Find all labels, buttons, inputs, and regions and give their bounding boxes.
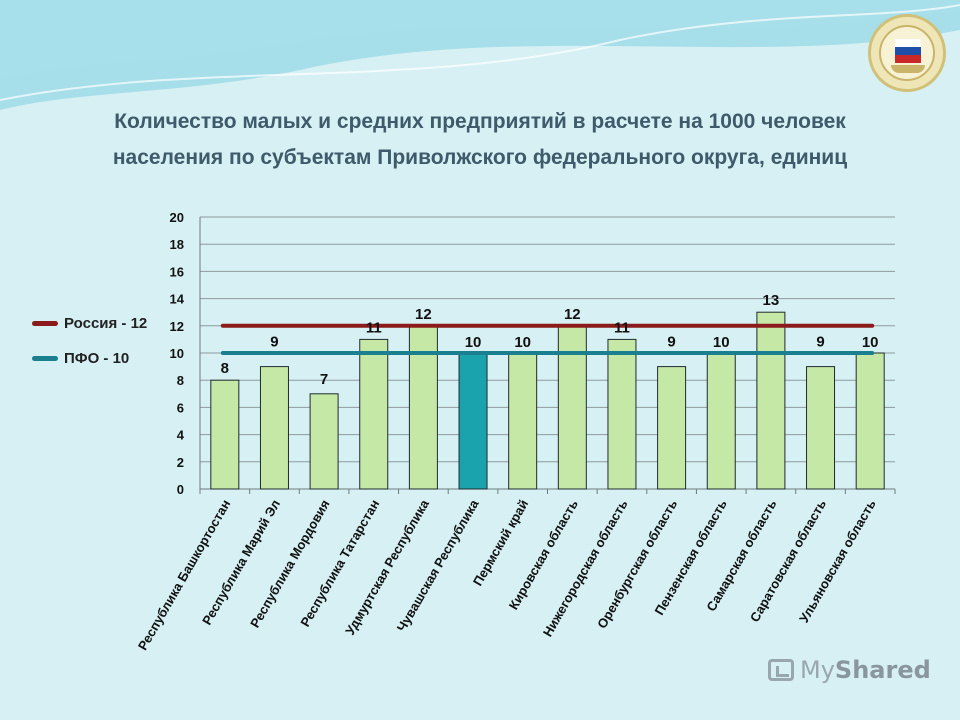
bar — [458, 352, 488, 490]
legend-russia-swatch — [32, 321, 58, 326]
y-tick-label: 12 — [170, 319, 184, 334]
presentation-icon — [768, 659, 794, 681]
y-tick-label: 2 — [177, 455, 184, 470]
y-tick-label: 4 — [177, 428, 185, 443]
x-category-label: Республика Башкортостан — [135, 497, 234, 653]
data-label: 10 — [514, 334, 531, 351]
bar — [756, 311, 786, 490]
bar — [408, 325, 438, 490]
data-label: 11 — [366, 319, 382, 336]
data-label: 13 — [763, 292, 780, 309]
bar — [210, 379, 240, 490]
bar — [259, 366, 289, 490]
y-tick-label: 14 — [170, 292, 185, 307]
watermark-text: MyShared — [800, 656, 931, 684]
y-tick-label: 0 — [177, 482, 184, 497]
watermark-brand-b: Shared — [834, 656, 931, 684]
bar — [657, 366, 687, 490]
bar — [557, 325, 587, 490]
bar — [607, 338, 637, 490]
data-label: 11 — [614, 319, 630, 336]
data-label: 9 — [270, 334, 278, 351]
bar — [806, 366, 836, 490]
bar — [508, 352, 538, 490]
y-tick-label: 16 — [170, 264, 184, 279]
data-label: 10 — [713, 334, 730, 351]
chart-title-line1: Количество малых и средних предприятий в… — [114, 110, 846, 133]
legend-pfo: ПФО - 10 — [32, 350, 129, 367]
data-label: 8 — [221, 360, 229, 377]
emblem-flag-icon — [879, 25, 935, 81]
data-label: 12 — [564, 306, 581, 323]
university-emblem — [868, 14, 946, 92]
legend-pfo-swatch — [32, 356, 58, 361]
bar — [706, 352, 736, 490]
x-category-label: Нижегородская область — [540, 497, 631, 639]
bar — [359, 338, 389, 490]
legend-russia-label: Россия - 12 — [64, 315, 148, 332]
data-label: 9 — [667, 334, 675, 351]
watermark-brand-a: My — [800, 656, 835, 684]
watermark: MyShared — [768, 656, 931, 684]
x-category-label: Удмуртская Республика — [342, 496, 432, 637]
y-tick-label: 20 — [170, 210, 184, 225]
legend-russia: Россия - 12 — [32, 315, 147, 332]
y-tick-label: 6 — [177, 400, 184, 415]
y-tick-label: 18 — [170, 237, 184, 252]
legend-pfo-label: ПФО - 10 — [64, 350, 130, 367]
data-label: 10 — [862, 334, 879, 351]
bar — [855, 352, 885, 490]
chart-title: Количество малых и средних предприятий в… — [40, 104, 920, 176]
y-tick-label: 10 — [170, 346, 184, 361]
data-label: 12 — [415, 306, 432, 323]
bar — [309, 393, 339, 490]
data-label: 9 — [816, 334, 824, 351]
y-tick-label: 8 — [177, 373, 184, 388]
chart-title-line2: населения по субъектам Приволжского феде… — [112, 146, 848, 169]
data-label: 7 — [320, 371, 328, 388]
data-label: 10 — [465, 334, 482, 351]
